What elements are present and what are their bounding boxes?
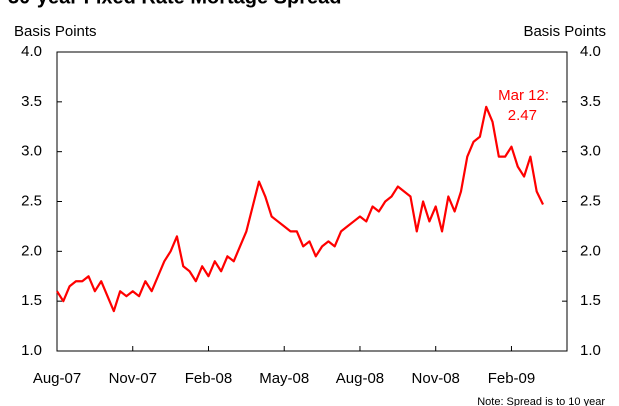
y-axis-label: Basis Points [14,23,97,40]
x-tick-label: Aug-07 [33,370,81,387]
x-tick-label: Feb-08 [185,370,233,387]
annotation: Mar 12: [498,87,549,104]
data-line [56,105,545,313]
x-tick-label: Feb-09 [488,370,536,387]
x-tick-label: May-08 [259,370,309,387]
y2-tick-label: 2.0 [580,242,601,259]
y2-tick-label: 4.0 [580,43,601,60]
y-tick-label: 2.0 [21,242,42,259]
y2-tick-label: 3.5 [580,93,601,110]
y2-tick-label: 3.0 [580,143,601,160]
y2-tick-label: 1.0 [580,342,601,359]
x-tick-label: Aug-08 [336,370,384,387]
annotation: 2.47 [508,107,537,124]
note: Note: Spread is to 10 year [477,396,605,406]
y-tick-label: 2.5 [21,192,42,209]
plot-frame [56,51,568,352]
y-tick-label: 3.5 [21,93,42,110]
y2-tick-label: 1.5 [580,292,601,309]
y-tick-label: 4.0 [21,43,42,60]
y2-tick-label: 2.5 [580,192,601,209]
y2-axis-label: Basis Points [523,23,606,40]
x-tick-label: Nov-08 [412,370,460,387]
y-tick-label: 1.0 [21,342,42,359]
y-tick-label: 1.5 [21,292,42,309]
x-tick-label: Nov-07 [109,370,157,387]
chart-title: 30-year Fixed Rate Mortage Spread [8,0,341,8]
y-tick-label: 3.0 [21,143,42,160]
